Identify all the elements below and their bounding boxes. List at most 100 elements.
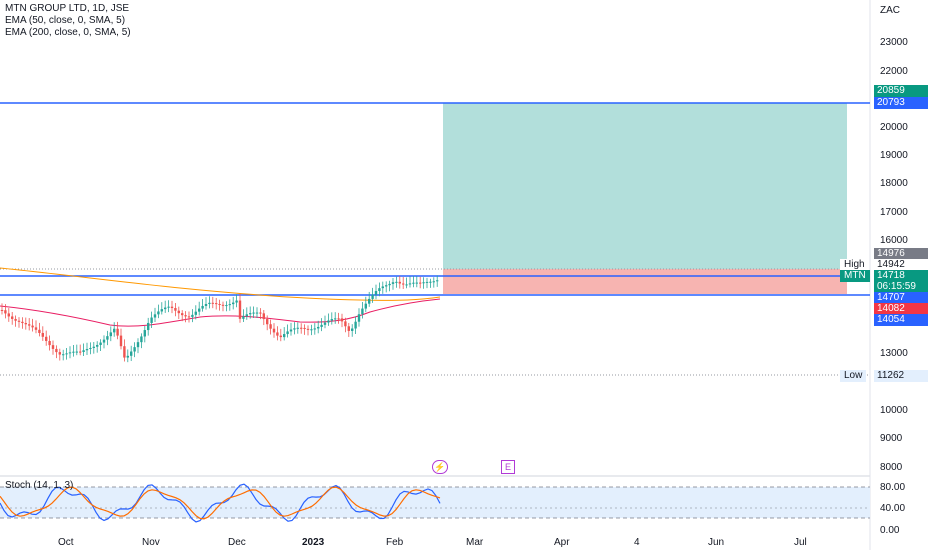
candle-body xyxy=(255,312,259,314)
candle-body xyxy=(300,327,303,329)
candle-body xyxy=(327,320,330,323)
candle-body xyxy=(351,328,354,331)
time-tick: Mar xyxy=(466,537,484,548)
candle-body xyxy=(201,305,204,309)
candle-body xyxy=(28,324,31,326)
candle-body xyxy=(92,346,95,348)
candle-body xyxy=(140,336,143,343)
candle-body xyxy=(147,322,150,331)
candle-body xyxy=(160,309,163,312)
candle-body xyxy=(262,313,265,320)
symbol-title: MTN GROUP LTD, 1D, JSE xyxy=(5,3,130,14)
candle-body xyxy=(293,328,296,330)
candle-body xyxy=(85,349,89,351)
price-level-label: 14976 xyxy=(874,248,928,260)
candle-body xyxy=(45,336,48,341)
candle-body xyxy=(14,318,17,321)
candle-body xyxy=(313,328,316,330)
stoch-legend[interactable]: Stoch (14, 1, 3) xyxy=(5,480,74,491)
last-price-label: 14718 xyxy=(874,270,928,282)
ema200-legend[interactable]: EMA (200, close, 0, SMA, 5) xyxy=(5,27,131,38)
symbol-tag: MTN xyxy=(840,270,870,282)
candle-body xyxy=(167,306,170,308)
candle-body xyxy=(164,307,167,310)
candle-body xyxy=(0,310,4,311)
candle-body xyxy=(123,346,126,358)
candle-body xyxy=(11,316,14,319)
candle-body xyxy=(75,351,78,353)
candle-body xyxy=(296,327,299,329)
candle-body xyxy=(242,316,245,319)
candle-body xyxy=(170,306,174,309)
time-tick: 2023 xyxy=(302,537,325,548)
candle-body xyxy=(228,304,231,306)
candle-body xyxy=(38,329,41,333)
stoch-tick: 80.00 xyxy=(880,482,905,493)
candle-body xyxy=(266,319,269,325)
candle-body xyxy=(4,310,7,314)
price-level-label-14054: 14054 xyxy=(874,314,928,326)
candle-body xyxy=(395,281,398,283)
candle-body xyxy=(198,308,201,312)
time-tick: Oct xyxy=(58,537,74,548)
candle-body xyxy=(391,282,395,284)
candle-body xyxy=(402,283,405,285)
candle-body xyxy=(211,302,214,304)
candle-body xyxy=(374,291,378,295)
bar-countdown: 06:15:59 xyxy=(874,281,928,293)
candle-body xyxy=(99,342,102,345)
profit-zone[interactable] xyxy=(443,103,847,269)
candle-body xyxy=(174,308,177,311)
candle-body xyxy=(184,315,187,317)
candle-body xyxy=(269,324,272,329)
dividend-event-icon[interactable]: ⚡ xyxy=(432,460,448,474)
candle-body xyxy=(235,300,238,303)
candle-body xyxy=(177,310,180,314)
stoch-d-line xyxy=(0,486,441,520)
candle-body xyxy=(306,328,310,330)
price-tick: 9000 xyxy=(880,433,903,444)
candle-body xyxy=(130,351,133,356)
candle-body xyxy=(334,318,337,320)
candle-body xyxy=(252,312,255,314)
currency-label: ZAC xyxy=(880,5,900,16)
price-tick: 18000 xyxy=(880,178,908,189)
price-tick: 16000 xyxy=(880,235,908,246)
price-tick: 22000 xyxy=(880,66,908,77)
ema50-legend[interactable]: EMA (50, close, 0, SMA, 5) xyxy=(5,15,126,26)
candle-body xyxy=(204,304,208,306)
candle-body xyxy=(340,318,344,322)
candle-body xyxy=(58,352,61,355)
candle-body xyxy=(24,323,27,325)
candle-body xyxy=(89,347,92,350)
candle-body xyxy=(143,330,146,337)
candle-body xyxy=(21,321,24,324)
candle-body xyxy=(381,286,384,289)
candle-body xyxy=(232,302,235,305)
candle-body xyxy=(368,298,371,304)
candle-body xyxy=(249,313,252,315)
candle-body xyxy=(347,326,350,331)
candle-body xyxy=(51,345,55,349)
time-tick: Feb xyxy=(386,537,404,548)
candle-body xyxy=(385,285,388,287)
candle-body xyxy=(279,335,282,338)
target-price-label: 20859 xyxy=(874,85,928,97)
loss-zone[interactable] xyxy=(443,269,847,294)
candle-body xyxy=(96,344,99,347)
low-tag: Low xyxy=(840,370,867,382)
candle-body xyxy=(425,281,429,283)
candle-body xyxy=(364,303,367,309)
candle-body xyxy=(415,282,418,284)
stoch-band xyxy=(0,487,870,518)
price-tick: 10000 xyxy=(880,405,908,416)
earnings-event-icon[interactable]: E xyxy=(501,460,515,474)
candle-body xyxy=(109,332,112,337)
time-tick: Dec xyxy=(228,537,246,548)
candle-body xyxy=(150,317,153,323)
candle-body xyxy=(106,336,109,340)
candle-body xyxy=(330,319,333,321)
candle-body xyxy=(225,305,228,307)
stoch-tick: 0.00 xyxy=(880,525,900,536)
